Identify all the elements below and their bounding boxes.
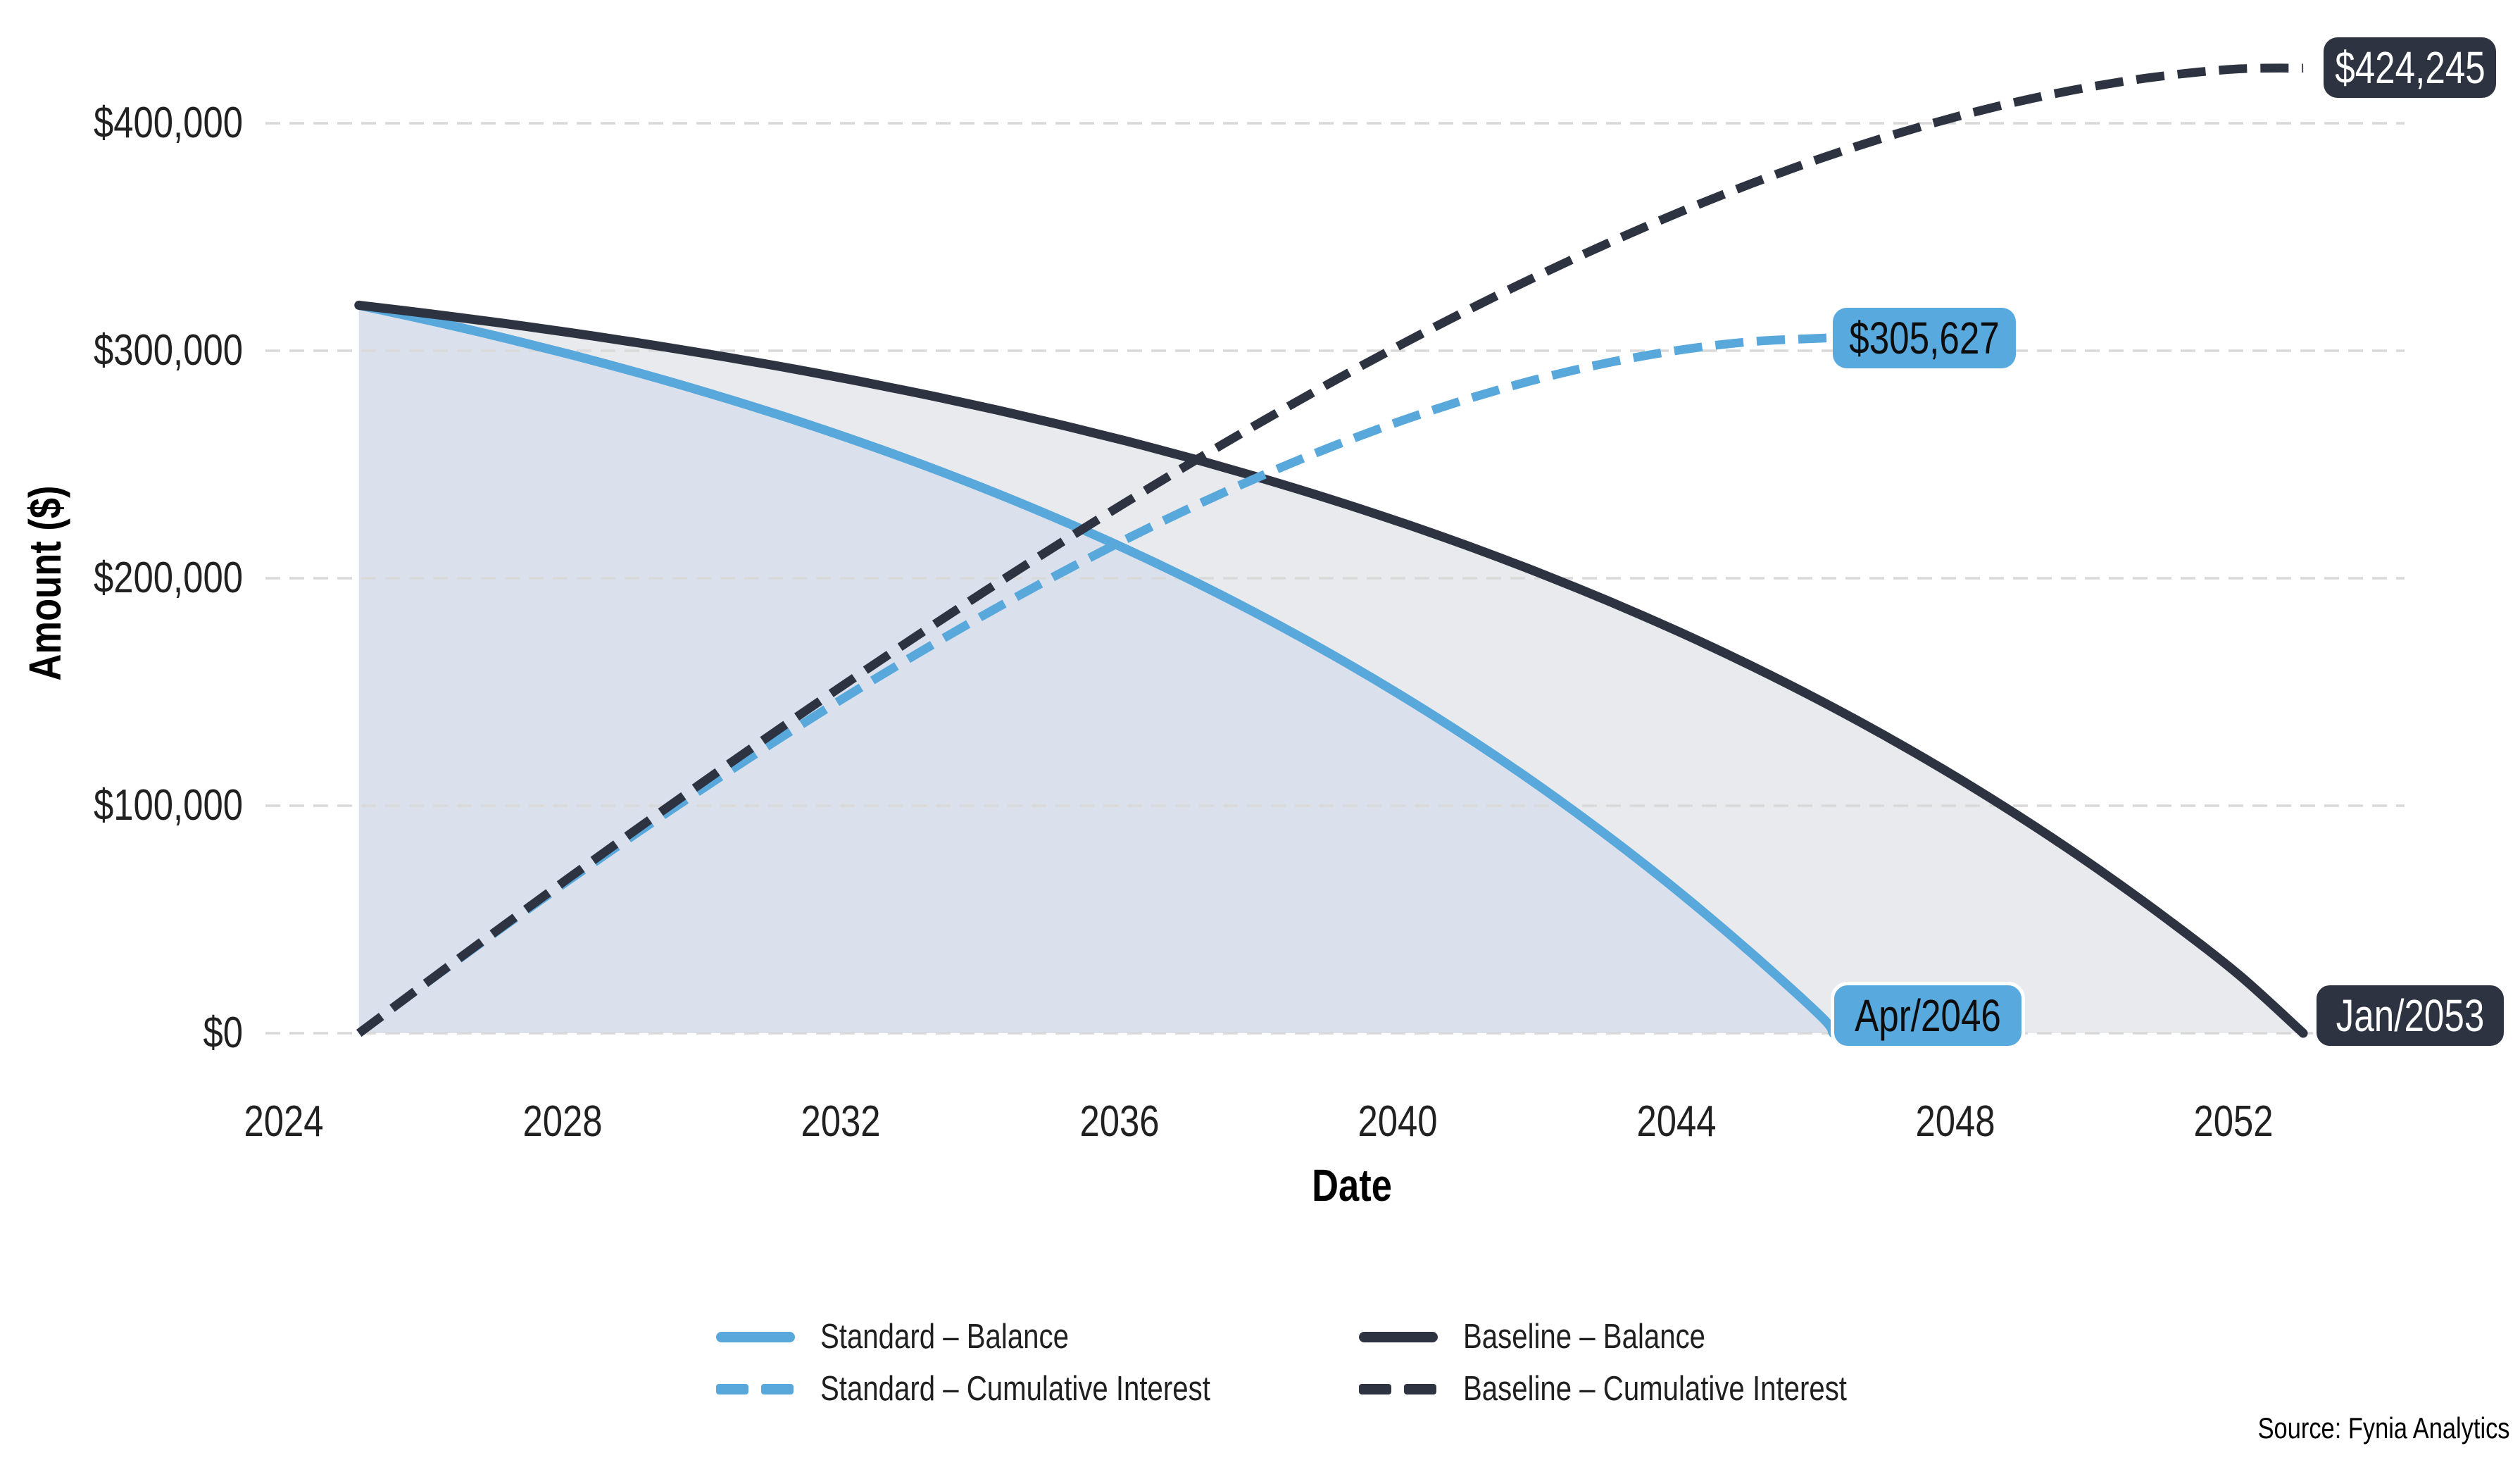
- x-tick-label: 2048: [1915, 1097, 1995, 1146]
- series-line-baseline_balance: [354, 300, 2308, 1038]
- legend-dash-segment: [761, 1383, 794, 1395]
- series-line-standard_balance: [354, 300, 1838, 1038]
- legend-item: Standard – Cumulative Interest: [716, 1369, 1296, 1409]
- x-tick-label: 2040: [1358, 1097, 1438, 1146]
- source-note: Source: Fynia Analytics: [2258, 1411, 2510, 1445]
- legend-dash-segment: [1404, 1383, 1437, 1395]
- x-tick-label: 2036: [1079, 1097, 1160, 1146]
- annotation-baseline-total-interest: $424,245: [2324, 37, 2496, 98]
- y-tick-label: $400,000: [93, 99, 243, 147]
- legend-dash-segment: [716, 1383, 748, 1395]
- area-fill-standard_balance: [358, 305, 1833, 1033]
- y-tick-label: $100,000: [93, 781, 243, 830]
- legend-dash-segment: [1359, 1383, 1392, 1395]
- y-tick-label: $0: [203, 1009, 243, 1057]
- legend-item: Baseline – Cumulative Interest: [1359, 1369, 1931, 1409]
- x-tick-label: 2044: [1636, 1097, 1717, 1146]
- legend-dashed-line-swatch: [1359, 1383, 1438, 1395]
- legend-item: Standard – Balance: [716, 1317, 1296, 1356]
- y-tick-label: $200,000: [93, 554, 243, 602]
- legend-label: Standard – Balance: [820, 1318, 1069, 1356]
- legend: Standard – Balance Baseline – Balance Stan…: [716, 1317, 1931, 1409]
- legend-solid-line-swatch: [1359, 1331, 1438, 1342]
- legend-label: Baseline – Balance: [1463, 1318, 1706, 1356]
- annotation-standard-total-interest: $305,627: [1833, 308, 2016, 368]
- annotation-baseline-payoff-date: Jan/2053: [2313, 982, 2507, 1049]
- x-tick-label: 2032: [801, 1097, 881, 1146]
- legend-solid-line-swatch: [716, 1331, 795, 1342]
- y-tick-label: $300,000: [93, 326, 243, 375]
- legend-dashed-line-swatch: [716, 1383, 795, 1395]
- x-axis-title: Date: [1312, 1160, 1392, 1211]
- x-tick-label: 2028: [522, 1097, 603, 1146]
- legend-item: Baseline – Balance: [1359, 1317, 1931, 1356]
- legend-line-bar: [1359, 1331, 1438, 1342]
- legend-label: Baseline – Cumulative Interest: [1463, 1370, 1848, 1408]
- legend-line-bar: [716, 1331, 795, 1342]
- x-tick-label: 2052: [2193, 1097, 2274, 1146]
- series-line-baseline_cumulative_interest: [356, 63, 2304, 1037]
- annotation-standard-payoff-date: Apr/2046: [1831, 982, 2025, 1049]
- x-tick-label: 2024: [244, 1097, 324, 1146]
- legend-label: Standard – Cumulative Interest: [820, 1370, 1210, 1408]
